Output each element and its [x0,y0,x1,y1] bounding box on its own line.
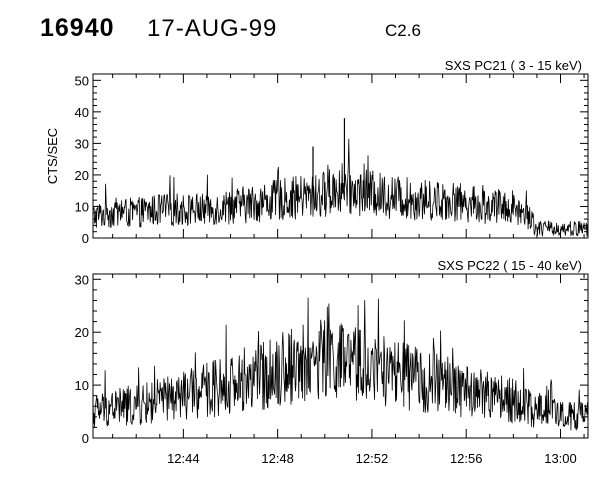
panel-pc21: SXS PC21 ( 3 - 15 keV) 0 10 20 30 40 50 CTS/SEC [45,58,589,246]
panel-title: SXS PC21 ( 3 - 15 keV) [445,58,582,73]
y-tick-label: 30 [75,272,89,287]
panel-title: SXS PC22 ( 15 - 40 keV) [437,258,582,273]
y-tick-label: 20 [75,325,89,340]
y-tick-label: 20 [75,168,89,183]
plot-frame [92,73,589,239]
event-date: 17-AUG-99 [147,15,278,42]
y-tick-label: 50 [75,73,89,88]
x-tick-label: 12:48 [261,451,294,466]
x-tick-label: 13:00 [544,451,577,466]
flare-class: C2.6 [385,21,421,40]
y-axis-label: CTS/SEC [45,128,60,184]
plot-frame [92,273,589,439]
series-line [92,138,589,237]
event-id: 16940 [40,14,115,42]
y-tick-label: 10 [75,378,89,393]
y-tick-label: 0 [82,431,89,446]
y-tick-label: 0 [82,231,89,246]
y-tick-label: 30 [75,136,89,151]
x-tick-label: 12:44 [167,451,200,466]
panel-pc22: SXS PC22 ( 15 - 40 keV) 0 10 20 30 12:44 12:48… [75,258,589,466]
y-tick-label: 40 [75,105,89,120]
series-line [92,297,589,431]
x-tick-label: 12:56 [450,451,483,466]
y-tick-label: 10 [75,199,89,214]
x-tick-label: 12:52 [356,451,389,466]
